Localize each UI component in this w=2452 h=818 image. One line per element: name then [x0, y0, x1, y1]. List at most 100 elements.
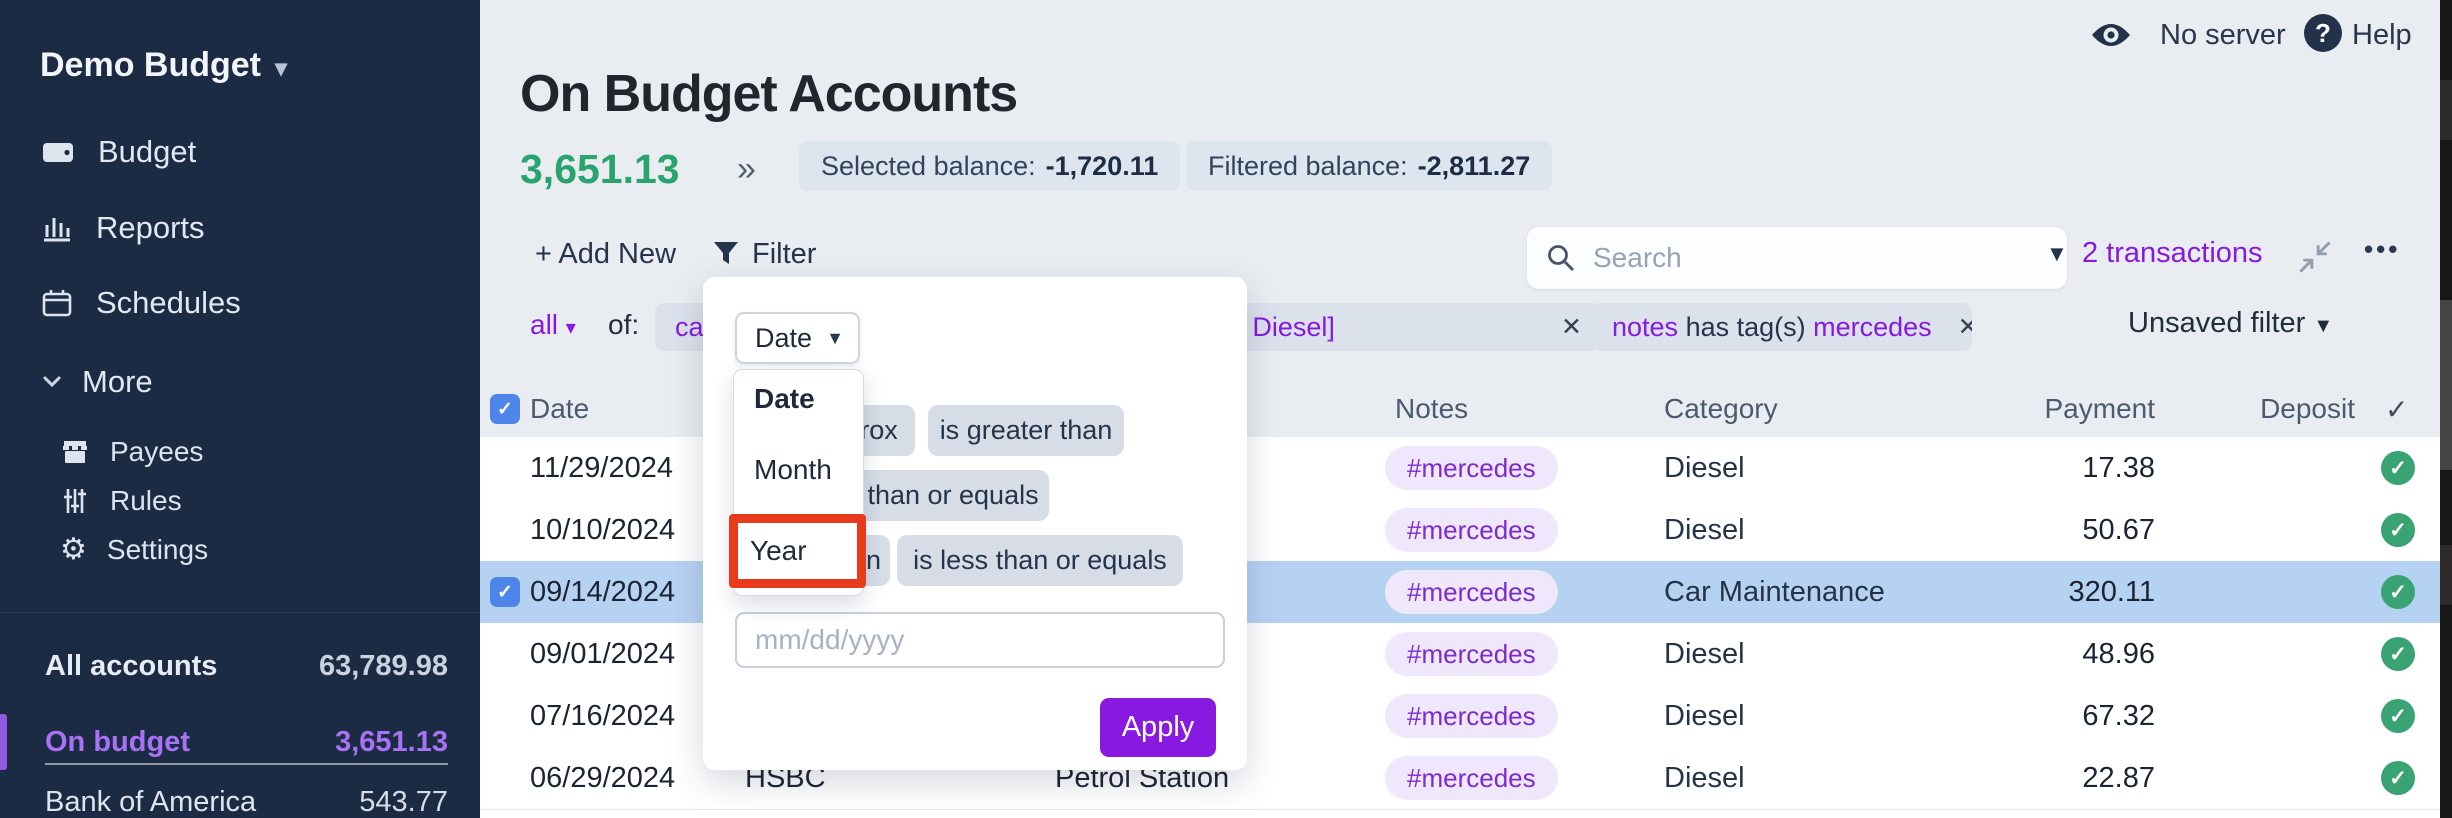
sidebar-item-label: Payees	[110, 436, 204, 467]
col-notes[interactable]: Notes	[1395, 393, 1469, 424]
row-checkbox[interactable]: ✓	[490, 577, 520, 607]
filter-field: notes	[1612, 311, 1679, 342]
budget-switcher[interactable]: Demo Budget ▾	[40, 46, 287, 85]
table-row[interactable]: 06/29/2024 HSBC Petrol Station #mercedes…	[480, 747, 2440, 810]
col-payment[interactable]: Payment	[2044, 393, 2156, 424]
cleared-icon[interactable]: ✓	[2381, 513, 2415, 547]
highlighted-menu-option-year[interactable]: Year	[729, 514, 866, 588]
filter-op: has tag(s)	[1678, 311, 1814, 342]
cleared-icon[interactable]: ✓	[2381, 761, 2415, 795]
note-tag[interactable]: #mercedes	[1385, 756, 1558, 800]
sidebar-item-label: Settings	[106, 534, 209, 565]
filtered-balance-badge: Filtered balance: -2,811.27	[1186, 141, 1553, 191]
wallet-icon	[40, 136, 76, 168]
sidebar-all-accounts[interactable]: All accounts 63,789.98	[45, 650, 448, 683]
transactions-caret-icon[interactable]: ▼	[2046, 241, 2068, 266]
filtered-balance-value: -2,811.27	[1417, 150, 1531, 181]
filtered-balance-label: Filtered balance:	[1208, 150, 1408, 181]
selected-balance-value: -1,720.11	[1045, 150, 1159, 181]
operator-is-greater-than[interactable]: is greater than	[928, 405, 1124, 456]
col-category[interactable]: Category	[1664, 393, 1778, 424]
col-deposit[interactable]: Deposit	[2260, 393, 2355, 424]
select-all-checkbox[interactable]: ✓	[490, 394, 520, 424]
note-tag[interactable]: #mercedes	[1385, 694, 1558, 738]
sidebar-item-label: More	[82, 364, 153, 399]
calendar-icon	[40, 287, 74, 319]
privacy-eye-icon[interactable]	[2090, 20, 2132, 50]
sidebar-item-label: Schedules	[96, 285, 241, 320]
note-tag[interactable]: #mercedes	[1385, 570, 1558, 614]
cleared-icon[interactable]: ✓	[2381, 699, 2415, 733]
chevron-down-icon: ▾	[565, 317, 576, 339]
note-tag[interactable]: #mercedes	[1385, 446, 1558, 490]
sidebar-item-payees[interactable]: Payees	[60, 434, 203, 470]
sidebar: Demo Budget ▾ Budget Reports Schedules Mo…	[0, 0, 480, 818]
scrollbar[interactable]	[2440, 0, 2452, 818]
collapse-view-icon[interactable]	[2296, 238, 2334, 276]
transactions-count[interactable]: 2 transactions	[2082, 237, 2263, 269]
budget-name: Demo Budget	[40, 46, 261, 84]
close-icon[interactable]: ✕	[1957, 313, 1972, 341]
unsaved-filter-menu[interactable]: Unsaved filter ▼	[2128, 307, 2334, 339]
account-balance[interactable]: 3,651.13	[520, 146, 680, 192]
sidebar-item-more[interactable]: More	[40, 360, 153, 404]
more-options-icon[interactable]: •••	[2364, 234, 2401, 264]
search-box	[1527, 227, 2067, 289]
all-accounts-label: All accounts	[45, 650, 218, 682]
col-date[interactable]: Date	[530, 393, 590, 424]
page-title: On Budget Accounts	[520, 65, 1018, 123]
scrollbar-segment	[2440, 80, 2452, 140]
divider	[45, 763, 448, 765]
store-icon	[60, 437, 90, 467]
on-budget-value: 3,651.13	[335, 726, 448, 758]
sidebar-item-label: Rules	[110, 485, 182, 516]
match-mode-select[interactable]: all ▾	[530, 309, 576, 340]
scrollbar-segment	[2440, 545, 2452, 605]
note-tag[interactable]: #mercedes	[1385, 508, 1558, 552]
sidebar-account-bank-of-america[interactable]: Bank of America 543.77	[45, 786, 448, 818]
help-icon[interactable]: ?	[2304, 14, 2342, 52]
close-icon[interactable]: ✕	[1561, 313, 1582, 341]
chevron-down-icon: ▼	[826, 327, 844, 348]
scrollbar-thumb[interactable]	[2440, 300, 2452, 470]
col-cleared-icon[interactable]: ✓	[2385, 394, 2409, 425]
gear-icon: ⚙	[60, 532, 87, 567]
sidebar-on-budget[interactable]: On budget 3,651.13	[45, 726, 448, 759]
sidebar-item-rules[interactable]: Rules	[60, 483, 182, 519]
bar-chart-icon	[40, 212, 74, 244]
divider	[0, 612, 480, 613]
account-name: Bank of America	[45, 786, 257, 818]
operator-is-less-than-or-equals[interactable]: is less than or equals	[897, 535, 1183, 586]
of-label: of:	[608, 309, 640, 340]
add-new-button[interactable]: + Add New	[535, 238, 677, 270]
date-value-input[interactable]	[735, 612, 1225, 668]
sidebar-item-budget[interactable]: Budget	[40, 130, 196, 174]
sliders-icon	[60, 486, 90, 516]
help-link[interactable]: Help	[2352, 19, 2412, 51]
chevron-down-icon: ▾	[275, 55, 288, 82]
all-accounts-value: 63,789.98	[318, 650, 448, 682]
cleared-icon[interactable]: ✓	[2381, 451, 2415, 485]
selected-balance-label: Selected balance:	[821, 150, 1036, 181]
expand-balance-icon[interactable]: »	[737, 150, 756, 188]
server-status[interactable]: No server	[2160, 19, 2286, 51]
search-input[interactable]	[1591, 241, 2049, 275]
menu-option-date[interactable]: Date	[754, 383, 815, 414]
apply-button[interactable]: Apply	[1100, 698, 1216, 757]
field-select-value: Date	[755, 322, 813, 353]
filter-button[interactable]: Filter	[752, 238, 817, 270]
filter-value: mercedes	[1813, 311, 1932, 342]
sidebar-item-schedules[interactable]: Schedules	[40, 281, 241, 325]
filter-chip-notes[interactable]: notes has tag(s) mercedes ✕	[1592, 303, 1972, 351]
search-icon	[1545, 242, 1577, 274]
sidebar-item-reports[interactable]: Reports	[40, 206, 205, 250]
sidebar-item-settings[interactable]: ⚙ Settings	[60, 532, 208, 568]
field-select[interactable]: Date ▼	[735, 312, 860, 364]
cleared-icon[interactable]: ✓	[2381, 575, 2415, 609]
filter-icon[interactable]	[712, 240, 740, 270]
chevron-down-icon: ▼	[2313, 315, 2334, 337]
menu-option-month[interactable]: Month	[754, 454, 832, 485]
cleared-icon[interactable]: ✓	[2381, 637, 2415, 671]
note-tag[interactable]: #mercedes	[1385, 632, 1558, 676]
